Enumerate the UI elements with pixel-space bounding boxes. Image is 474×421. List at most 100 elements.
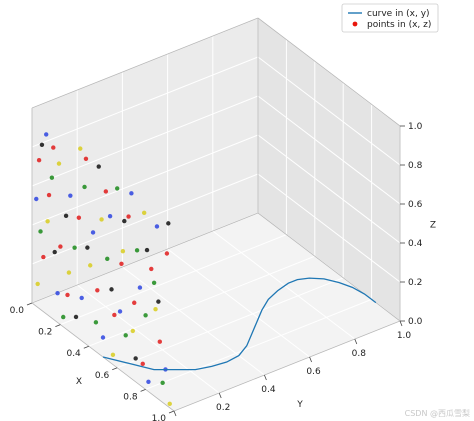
- y-tick-label: 0.4: [261, 385, 276, 395]
- scatter-point: [68, 193, 73, 198]
- scatter-point: [46, 192, 52, 198]
- y-axis-label: Y: [296, 400, 303, 410]
- scatter-point: [36, 158, 42, 163]
- scatter-point: [154, 224, 160, 229]
- pane-floor-z0: [32, 213, 400, 411]
- legend-label-points: points in (x, z): [367, 20, 431, 30]
- scatter-point: [35, 281, 40, 287]
- y-tick-label: 0.6: [306, 367, 321, 377]
- grid-side-z: [257, 134, 401, 244]
- scatter-point: [143, 313, 148, 318]
- y-tick: [173, 410, 177, 417]
- z-tick-label: 0.4: [408, 239, 423, 249]
- x-tick: [26, 302, 33, 306]
- curve-line: [102, 277, 377, 371]
- pane-side-y1: [258, 18, 400, 321]
- scatter-point: [73, 314, 79, 320]
- x-tick: [55, 324, 61, 327]
- frame-edge: [31, 212, 259, 304]
- scatter-point: [167, 401, 172, 407]
- scatter-point: [140, 361, 145, 367]
- z-tick-label: 1.0: [408, 122, 423, 132]
- scatter-point: [164, 251, 170, 256]
- scatter-point: [58, 244, 63, 249]
- scatter-point: [160, 380, 165, 386]
- scatter-point: [100, 335, 106, 340]
- legend-label-curve: curve in (x, y): [367, 9, 430, 19]
- x-tick-label: 0.6: [95, 371, 110, 381]
- x-tick-label: 0.4: [66, 349, 81, 359]
- scatter-point: [103, 189, 109, 194]
- scatter-point: [134, 248, 140, 253]
- scatter-point: [144, 247, 150, 253]
- scatter-point: [137, 285, 143, 290]
- grid-floor-y: [167, 248, 310, 358]
- scatter-point: [34, 196, 39, 202]
- y-tick-label: 0.8: [352, 349, 367, 359]
- z-axis-label: Z: [430, 221, 436, 231]
- grid-floor-x: [60, 234, 287, 326]
- x-tick-label: 0.0: [10, 306, 25, 316]
- pane-back-x0: [32, 18, 258, 303]
- grid-back-z: [31, 173, 259, 265]
- grid-floor-y: [76, 284, 220, 394]
- scatter-point: [133, 356, 138, 361]
- x-axis-label: X: [76, 377, 82, 387]
- y-tick: [264, 374, 267, 381]
- grid-floor-y: [212, 230, 356, 340]
- scatter-point: [110, 352, 116, 358]
- scatter-point: [132, 300, 137, 305]
- scatter-point: [130, 328, 136, 334]
- y-tick: [218, 392, 222, 399]
- watermark-text: CSDN @西瓜雪梨: [405, 408, 470, 418]
- scatter-point: [85, 245, 90, 250]
- scatter-point: [112, 312, 117, 318]
- scatter-point: [63, 213, 69, 219]
- axes-panes: [32, 18, 400, 411]
- scatter-point: [115, 186, 120, 191]
- scatter-point: [109, 287, 114, 292]
- grid-floor-x: [117, 277, 344, 369]
- scatter-point: [151, 280, 157, 285]
- scatter-point: [149, 266, 154, 272]
- scatter-point: [65, 292, 70, 298]
- scatter-point: [120, 249, 126, 254]
- scatter-point: [126, 214, 131, 219]
- x-tick: [83, 345, 89, 349]
- scatter-point: [39, 142, 45, 148]
- scatter-point: [93, 320, 99, 325]
- scatter-point: [76, 215, 82, 220]
- axes-labels: X Y Z: [76, 221, 436, 411]
- axes-frame: [31, 17, 401, 412]
- x-tick-label: 1.0: [152, 414, 167, 421]
- y-tick-label: 1.0: [397, 331, 412, 341]
- scatter-point: [96, 164, 101, 169]
- grid-floor-x: [88, 255, 315, 347]
- axes-ticks: 0.00.20.40.60.81.00.00.20.40.60.81.00.00…: [10, 122, 423, 421]
- scatter-point: [156, 299, 161, 304]
- scatter-point: [141, 210, 147, 216]
- scatter-point: [38, 229, 43, 234]
- z-tick-label: 0.2: [408, 278, 422, 288]
- scatter-point: [105, 256, 110, 262]
- axis-line-y: [173, 320, 401, 412]
- scatter-point: [88, 263, 93, 268]
- scatter-point: [90, 230, 96, 235]
- scatter-point: [122, 218, 127, 224]
- scatter-point: [129, 191, 134, 196]
- scatter-point: [61, 314, 66, 320]
- z-tick-label: 0.0: [408, 317, 423, 327]
- scatter-point: [82, 184, 87, 190]
- y-tick: [354, 338, 358, 345]
- grid-floor-x: [145, 298, 372, 390]
- scatter-point: [44, 132, 49, 137]
- scatter-point: [107, 213, 113, 219]
- scatter-point: [78, 146, 83, 151]
- x-tick-label: 0.2: [38, 328, 52, 338]
- y-tick-label: 0.2: [216, 403, 230, 413]
- frame-edge: [31, 17, 259, 109]
- frame-edge: [257, 17, 401, 127]
- scatter-point: [55, 290, 60, 296]
